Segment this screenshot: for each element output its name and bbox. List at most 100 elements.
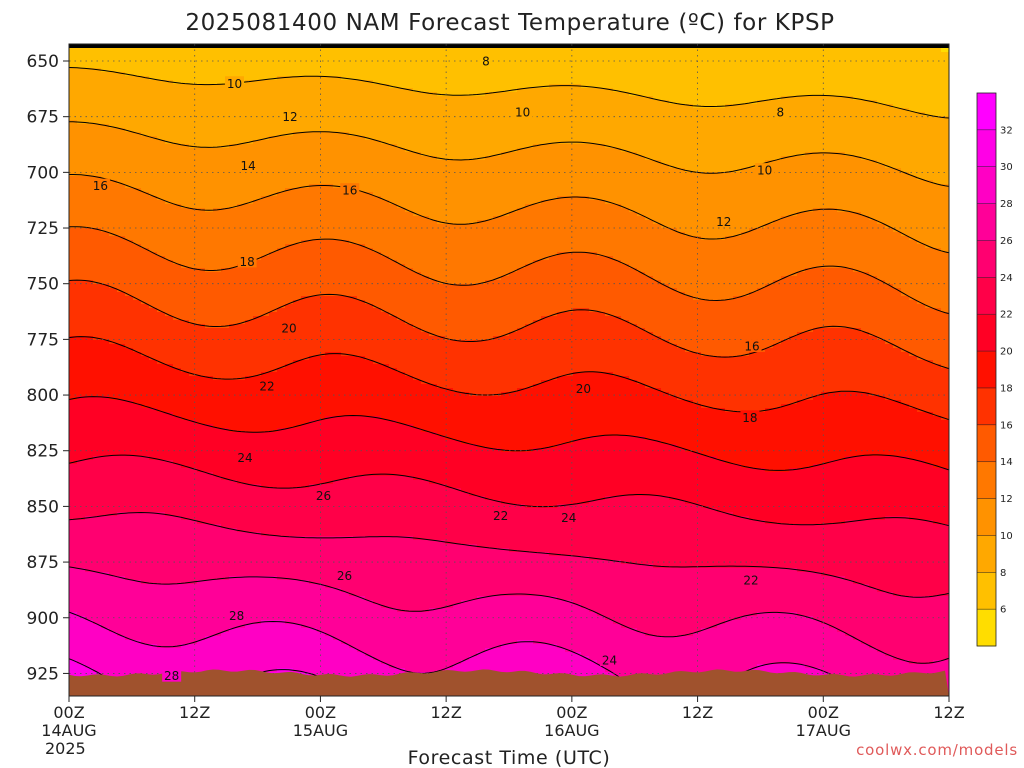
field-cell bbox=[197, 136, 206, 141]
field-cell bbox=[237, 640, 246, 645]
field-cell bbox=[101, 60, 110, 65]
field-cell bbox=[301, 52, 310, 57]
field-cell bbox=[189, 88, 198, 93]
field-cell bbox=[221, 56, 230, 61]
field-cell bbox=[181, 276, 190, 281]
field-cell bbox=[101, 240, 110, 245]
field-cell bbox=[149, 652, 158, 657]
field-cell bbox=[141, 420, 150, 425]
field-cell bbox=[301, 512, 310, 517]
field-cell bbox=[205, 536, 214, 541]
field-cell bbox=[77, 228, 86, 233]
field-cell bbox=[125, 360, 134, 365]
field-cell bbox=[93, 56, 102, 61]
field-cell bbox=[85, 480, 94, 485]
field-cell bbox=[181, 500, 190, 505]
field-cell bbox=[77, 344, 86, 349]
field-cell bbox=[93, 660, 102, 665]
field-cell bbox=[189, 156, 198, 161]
field-cell bbox=[301, 424, 310, 429]
field-cell bbox=[109, 148, 118, 153]
field-cell bbox=[261, 592, 270, 597]
field-cell bbox=[77, 480, 86, 485]
field-cell bbox=[69, 416, 78, 421]
field-cell bbox=[229, 204, 238, 209]
field-cell bbox=[133, 616, 142, 621]
field-cell bbox=[213, 584, 222, 589]
field-cell bbox=[109, 576, 118, 581]
field-cell bbox=[237, 348, 246, 353]
field-cell bbox=[197, 332, 206, 337]
field-cell bbox=[165, 336, 174, 341]
field-cell bbox=[181, 232, 190, 237]
field-cell bbox=[309, 336, 318, 341]
field-cell bbox=[293, 252, 302, 257]
field-cell bbox=[285, 160, 294, 165]
field-cell bbox=[133, 148, 142, 153]
field-cell bbox=[85, 600, 94, 605]
field-cell bbox=[133, 552, 142, 557]
field-cell bbox=[149, 624, 158, 629]
field-cell bbox=[157, 220, 166, 225]
field-cell bbox=[237, 128, 246, 133]
field-cell bbox=[293, 296, 302, 301]
field-cell bbox=[141, 280, 150, 285]
field-cell bbox=[181, 528, 190, 533]
field-cell bbox=[125, 264, 134, 269]
field-cell bbox=[301, 240, 310, 245]
field-cell bbox=[69, 588, 78, 593]
field-cell bbox=[229, 216, 238, 221]
field-cell bbox=[85, 228, 94, 233]
field-cell bbox=[269, 572, 278, 577]
field-cell bbox=[213, 612, 222, 617]
field-cell bbox=[237, 156, 246, 161]
field-cell bbox=[253, 292, 262, 297]
field-cell bbox=[213, 220, 222, 225]
field-cell bbox=[93, 412, 102, 417]
field-cell bbox=[197, 668, 206, 673]
field-cell bbox=[93, 588, 102, 593]
field-cell bbox=[85, 364, 94, 369]
field-cell bbox=[237, 488, 246, 493]
field-cell bbox=[293, 532, 302, 537]
field-cell bbox=[157, 244, 166, 249]
field-cell bbox=[205, 80, 214, 85]
field-cell bbox=[173, 508, 182, 513]
field-cell bbox=[93, 96, 102, 101]
field-cell bbox=[109, 112, 118, 117]
field-cell bbox=[117, 140, 126, 145]
field-cell bbox=[165, 320, 174, 325]
field-cell bbox=[133, 176, 142, 181]
field-cell bbox=[221, 644, 230, 649]
field-cell bbox=[125, 280, 134, 285]
field-cell bbox=[245, 484, 254, 489]
field-cell bbox=[277, 80, 286, 85]
field-cell bbox=[189, 116, 198, 121]
field-cell bbox=[133, 420, 142, 425]
field-cell bbox=[285, 476, 294, 481]
field-cell bbox=[157, 224, 166, 229]
field-cell bbox=[189, 440, 198, 445]
field-cell bbox=[221, 564, 230, 569]
field-cell bbox=[181, 616, 190, 621]
field-cell bbox=[165, 392, 174, 397]
field-cell bbox=[157, 400, 166, 405]
field-cell bbox=[77, 44, 86, 49]
field-cell bbox=[237, 120, 246, 125]
field-cell bbox=[93, 488, 102, 493]
field-cell bbox=[133, 536, 142, 541]
field-cell bbox=[277, 292, 286, 297]
field-cell bbox=[309, 96, 318, 101]
field-cell bbox=[197, 544, 206, 549]
field-cell bbox=[165, 416, 174, 421]
field-cell bbox=[165, 260, 174, 265]
field-cell bbox=[301, 500, 310, 505]
field-cell bbox=[173, 596, 182, 601]
field-cell bbox=[213, 248, 222, 253]
field-cell bbox=[157, 396, 166, 401]
field-cell bbox=[301, 472, 310, 477]
field-cell bbox=[253, 232, 262, 237]
field-cell bbox=[141, 384, 150, 389]
field-cell bbox=[309, 112, 318, 117]
field-cell bbox=[285, 264, 294, 269]
